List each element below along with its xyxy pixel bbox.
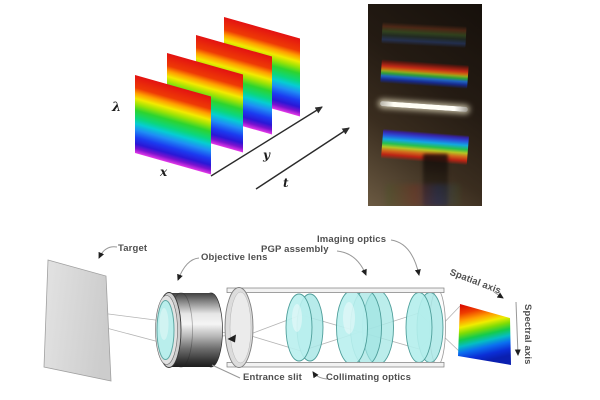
target-label: Target bbox=[118, 243, 148, 254]
objective-glass bbox=[156, 300, 175, 360]
spatial-axis-arrow bbox=[493, 291, 504, 299]
t-axis-label: t bbox=[283, 176, 289, 190]
lambda-axis-label: λ bbox=[112, 100, 122, 115]
collimating-optics-label: Collimating optics bbox=[326, 372, 412, 383]
x-axis-label: x bbox=[160, 165, 168, 179]
y-axis-label: y bbox=[263, 148, 270, 162]
imaging-optics-label: Imaging optics bbox=[317, 234, 387, 245]
objective-lens bbox=[155, 292, 223, 368]
imaging-optics-lens bbox=[405, 292, 444, 363]
pgp-leader bbox=[336, 250, 367, 276]
spectral-axis-label: Spectral axis bbox=[522, 304, 533, 365]
dark-column-shadow bbox=[423, 154, 448, 206]
slit-spectrum-photo bbox=[368, 4, 482, 206]
objective-leader bbox=[177, 257, 200, 281]
bottom-diffraction-glow bbox=[386, 184, 460, 206]
spectrograph-tube bbox=[224, 287, 446, 368]
entrance-slit-label: Entrance slit bbox=[243, 372, 302, 383]
detector-spectrum bbox=[458, 304, 511, 365]
t-axis-arrow bbox=[255, 127, 350, 190]
spectral-datacube-illustration: λ x y t bbox=[0, 0, 360, 210]
entrance-slit-leader bbox=[211, 364, 241, 379]
spectral-axis-arrow bbox=[514, 301, 521, 356]
leader-lines bbox=[98, 239, 521, 380]
pgp-assembly-label: PGP assembly bbox=[261, 244, 329, 255]
target-screen bbox=[43, 259, 112, 382]
tube-bottom-wall bbox=[226, 362, 445, 368]
target-leader bbox=[98, 246, 118, 259]
entrance-slit-marker bbox=[227, 334, 236, 343]
y-axis-arrow bbox=[210, 106, 323, 177]
objective-lens-label: Objective lens bbox=[201, 252, 268, 263]
tube-top-wall bbox=[226, 287, 445, 293]
pgp-assembly-lenses bbox=[336, 289, 394, 366]
imaging-leader bbox=[390, 239, 421, 276]
collimating-leader bbox=[312, 371, 328, 380]
collimating-optics-lens bbox=[285, 293, 324, 362]
